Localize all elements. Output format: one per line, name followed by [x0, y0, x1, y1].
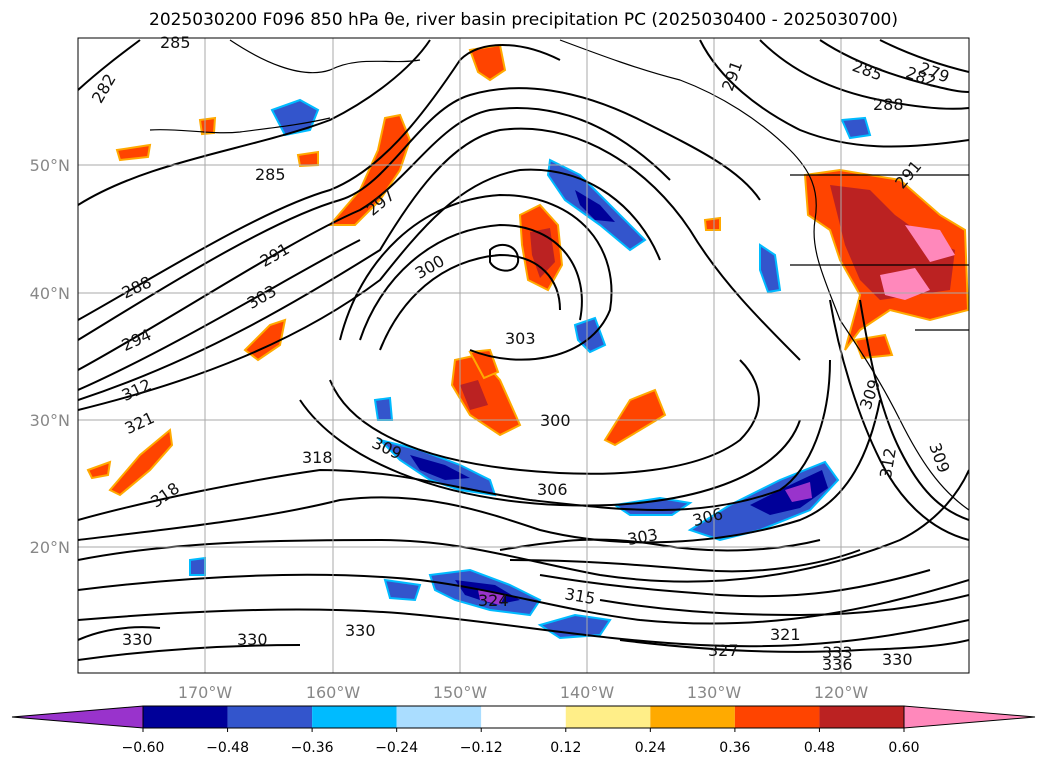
- lat-label: 40°N: [30, 284, 70, 303]
- contour-label: 330: [122, 630, 153, 649]
- contour-label: 324: [478, 591, 509, 610]
- contour-label: 330: [237, 630, 268, 649]
- lon-label: 160°W: [306, 683, 361, 702]
- plot-area: [78, 38, 969, 673]
- plot-frame: [77, 37, 970, 674]
- lon-label: 150°W: [433, 683, 488, 702]
- colorbar-outline: [142, 705, 905, 729]
- colorbar-tick-label: −0.36: [291, 740, 334, 756]
- colorbar-segment: [396, 706, 482, 728]
- contour-label: 288: [873, 95, 904, 114]
- colorbar-segment: [312, 706, 397, 728]
- colorbar-tick-label: 0.12: [550, 740, 581, 756]
- contour-label: 303: [505, 329, 536, 348]
- colorbar-tick-label: −0.60: [122, 740, 165, 756]
- colorbar-tick-label: −0.12: [460, 740, 503, 756]
- contour-label: 306: [537, 480, 568, 499]
- lon-label: 140°W: [560, 683, 615, 702]
- colorbar-segment: [227, 706, 313, 728]
- contour-label: 330: [882, 650, 913, 669]
- contour-label: 336: [822, 655, 853, 674]
- colorbar-segment: [565, 706, 651, 728]
- map-title: 2025030200 F096 850 hPa θe, river basin …: [149, 10, 898, 30]
- lat-label: 20°N: [30, 538, 70, 557]
- colorbar-tick-label: −0.24: [375, 740, 418, 756]
- colorbar-segment: [481, 706, 566, 728]
- colorbar-segment: [143, 706, 228, 728]
- contour-label: 285: [160, 33, 191, 52]
- lat-label: 30°N: [30, 411, 70, 430]
- contour-label: 318: [302, 448, 333, 467]
- colorbar: −0.60 −0.48 −0.36 −0.24 −0.12 0.12 0.24 0.36 0.4…: [11, 705, 1036, 756]
- colorbar-extend-high: [903, 705, 1036, 729]
- contour-label: 330: [345, 621, 376, 640]
- colorbar-tick-label: 0.36: [719, 740, 750, 756]
- colorbar-tick-label: 0.48: [804, 740, 835, 756]
- colorbar-segment: [650, 706, 735, 728]
- lon-label: 170°W: [178, 683, 233, 702]
- lon-label: 130°W: [687, 683, 742, 702]
- colorbar-extend-low: [11, 705, 144, 729]
- lon-label: 120°W: [814, 683, 869, 702]
- colorbar-segment: [819, 706, 904, 728]
- lat-label: 50°N: [30, 156, 70, 175]
- theta-e-contours: [78, 39, 969, 661]
- contour-label: 285: [255, 165, 286, 184]
- contour-label: 321: [770, 625, 801, 644]
- colorbar-segment: [734, 706, 820, 728]
- colorbar-tick-label: 0.24: [635, 740, 666, 756]
- gridlines: [78, 38, 969, 673]
- contour-label: 300: [540, 411, 571, 430]
- colorbar-tick-label: −0.48: [206, 740, 249, 756]
- contour-label: 327: [708, 641, 739, 660]
- precip-shading: [86, 43, 969, 640]
- contour-label: 333: [822, 643, 853, 662]
- colorbar-tick-label: 0.60: [888, 740, 919, 756]
